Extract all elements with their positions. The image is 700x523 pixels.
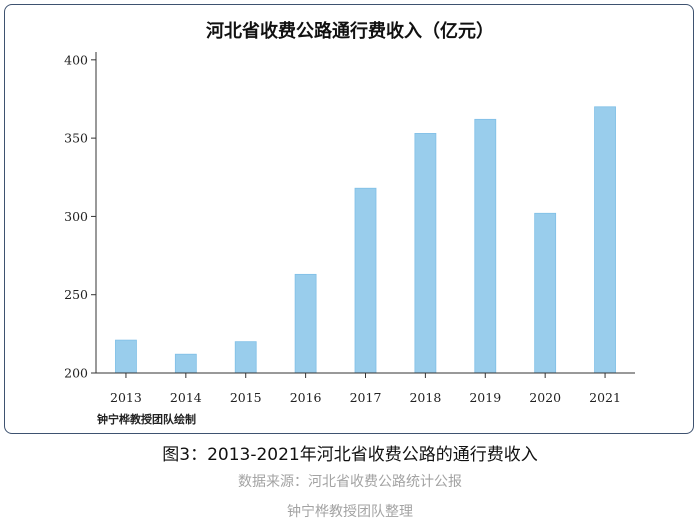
chart-credit: 钟宁桦教授团队绘制 — [97, 412, 196, 426]
bar-2018 — [414, 133, 437, 374]
bar-2021 — [594, 106, 616, 374]
x-tick-label-2014: 2014 — [170, 390, 202, 405]
bars-group — [115, 106, 616, 374]
bar-2014 — [174, 353, 197, 374]
x-tick-label-2015: 2015 — [230, 390, 262, 405]
x-tick-label-2021: 2021 — [589, 390, 621, 405]
bar-2017 — [354, 187, 377, 374]
x-tick-label-2017: 2017 — [350, 390, 382, 405]
y-tick-label-350: 350 — [64, 131, 88, 146]
data-source-note: 数据来源：河北省收费公路统计公报 — [238, 474, 462, 490]
bar-2015 — [234, 341, 257, 374]
x-tick-label-2020: 2020 — [529, 390, 561, 405]
y-tick-label-300: 300 — [64, 209, 88, 224]
bar-2013 — [115, 339, 137, 374]
x-tick-label-2019: 2019 — [469, 390, 501, 405]
team-note: 钟宁桦教授团队整理 — [287, 504, 413, 520]
y-tick-label-400: 400 — [64, 52, 88, 67]
bar-2016 — [294, 273, 317, 374]
y-tick-label-250: 250 — [64, 287, 88, 302]
bar-2019 — [474, 118, 497, 374]
x-tick-label-2018: 2018 — [409, 390, 441, 405]
x-tick-label-2013: 2013 — [110, 390, 142, 405]
chart-title: 河北省收费公路通行费收入（亿元） — [206, 20, 494, 42]
bar-2020 — [534, 212, 557, 374]
y-tick-label-200: 200 — [64, 366, 88, 381]
figure-caption: 图3：2013-2021年河北省收费公路的通行费收入 — [162, 445, 538, 465]
ticks-group: 200 250 300 350 400 2013 2014 2015 2016 2017 2018 2… — [64, 52, 621, 405]
bar-chart: 河北省收费公路通行费收入（亿元） 200 250 300 350 400 2013 2014… — [64, 20, 635, 426]
x-tick-label-2016: 2016 — [290, 390, 322, 405]
